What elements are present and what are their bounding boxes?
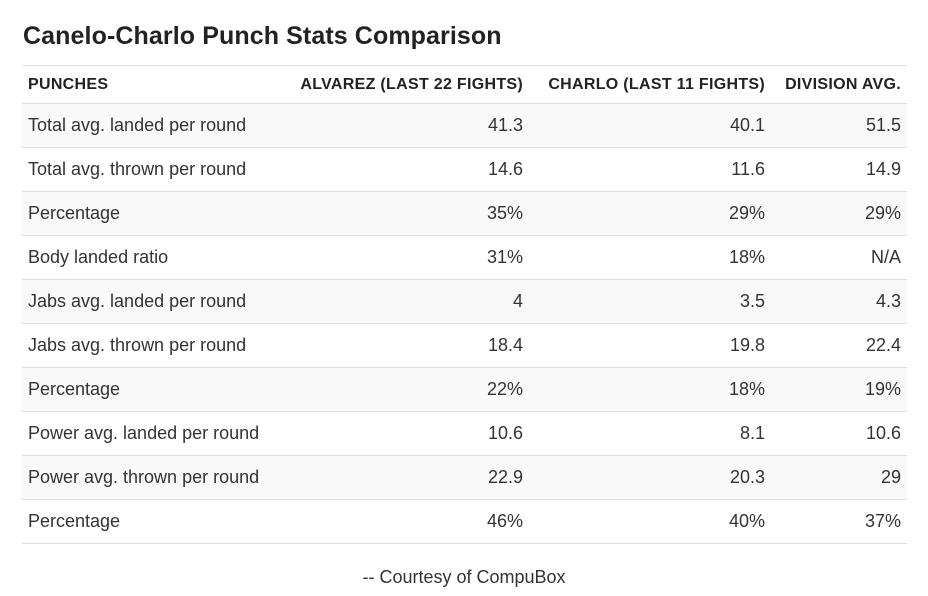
alvarez-value: 35% (285, 191, 529, 236)
division-avg-value: 37% (771, 499, 907, 544)
source-credit: -- Courtesy of CompuBox (362, 567, 566, 587)
charlo-value: 40.1 (529, 103, 771, 148)
table-row: Body landed ratio 31% 18% N/A (22, 235, 907, 280)
alvarez-value: 4 (285, 279, 529, 324)
table-header-row: PUNCHES ALVAREZ (LAST 22 FIGHTS) CHARLO … (22, 65, 907, 104)
charlo-value: 20.3 (529, 455, 771, 500)
division-avg-value: 19% (771, 367, 907, 412)
division-avg-value: 10.6 (771, 411, 907, 456)
row-label: Total avg. landed per round (22, 103, 285, 148)
table-row: Percentage 46% 40% 37% (22, 499, 907, 544)
column-header-alvarez: ALVAREZ (LAST 22 FIGHTS) (285, 65, 529, 104)
charlo-value: 3.5 (529, 279, 771, 324)
row-label: Power avg. landed per round (22, 411, 285, 456)
alvarez-value: 14.6 (285, 147, 529, 192)
page-title: Canelo-Charlo Punch Stats Comparison (23, 22, 502, 50)
charlo-value: 18% (529, 367, 771, 412)
division-avg-value: 14.9 (771, 147, 907, 192)
alvarez-value: 10.6 (285, 411, 529, 456)
column-header-punches: PUNCHES (22, 65, 285, 104)
table-row: Total avg. thrown per round 14.6 11.6 14… (22, 147, 907, 192)
alvarez-value: 31% (285, 235, 529, 280)
column-header-charlo: CHARLO (LAST 11 FIGHTS) (529, 65, 771, 104)
table-row: Power avg. thrown per round 22.9 20.3 29 (22, 455, 907, 500)
table-row: Total avg. landed per round 41.3 40.1 51… (22, 103, 907, 148)
alvarez-value: 46% (285, 499, 529, 544)
alvarez-value: 22% (285, 367, 529, 412)
division-avg-value: 29% (771, 191, 907, 236)
row-label: Jabs avg. thrown per round (22, 323, 285, 368)
alvarez-value: 22.9 (285, 455, 529, 500)
table-row: Jabs avg. landed per round 4 3.5 4.3 (22, 279, 907, 324)
row-label: Total avg. thrown per round (22, 147, 285, 192)
division-avg-value: 22.4 (771, 323, 907, 368)
row-label: Jabs avg. landed per round (22, 279, 285, 324)
charlo-value: 40% (529, 499, 771, 544)
row-label: Power avg. thrown per round (22, 455, 285, 500)
punch-stats-table: PUNCHES ALVAREZ (LAST 22 FIGHTS) CHARLO … (22, 65, 907, 544)
division-avg-value: 4.3 (771, 279, 907, 324)
charlo-value: 18% (529, 235, 771, 280)
charlo-value: 19.8 (529, 323, 771, 368)
table-row: Percentage 35% 29% 29% (22, 191, 907, 236)
row-label: Percentage (22, 191, 285, 236)
alvarez-value: 18.4 (285, 323, 529, 368)
row-label: Percentage (22, 499, 285, 544)
column-header-division-avg: DIVISION AVG. (771, 65, 907, 104)
division-avg-value: N/A (771, 235, 907, 280)
row-label: Percentage (22, 367, 285, 412)
charlo-value: 29% (529, 191, 771, 236)
alvarez-value: 41.3 (285, 103, 529, 148)
division-avg-value: 51.5 (771, 103, 907, 148)
row-label: Body landed ratio (22, 235, 285, 280)
table-row: Percentage 22% 18% 19% (22, 367, 907, 412)
division-avg-value: 29 (771, 455, 907, 500)
charlo-value: 11.6 (529, 147, 771, 192)
charlo-value: 8.1 (529, 411, 771, 456)
table-row: Power avg. landed per round 10.6 8.1 10.… (22, 411, 907, 456)
table-row: Jabs avg. thrown per round 18.4 19.8 22.… (22, 323, 907, 368)
